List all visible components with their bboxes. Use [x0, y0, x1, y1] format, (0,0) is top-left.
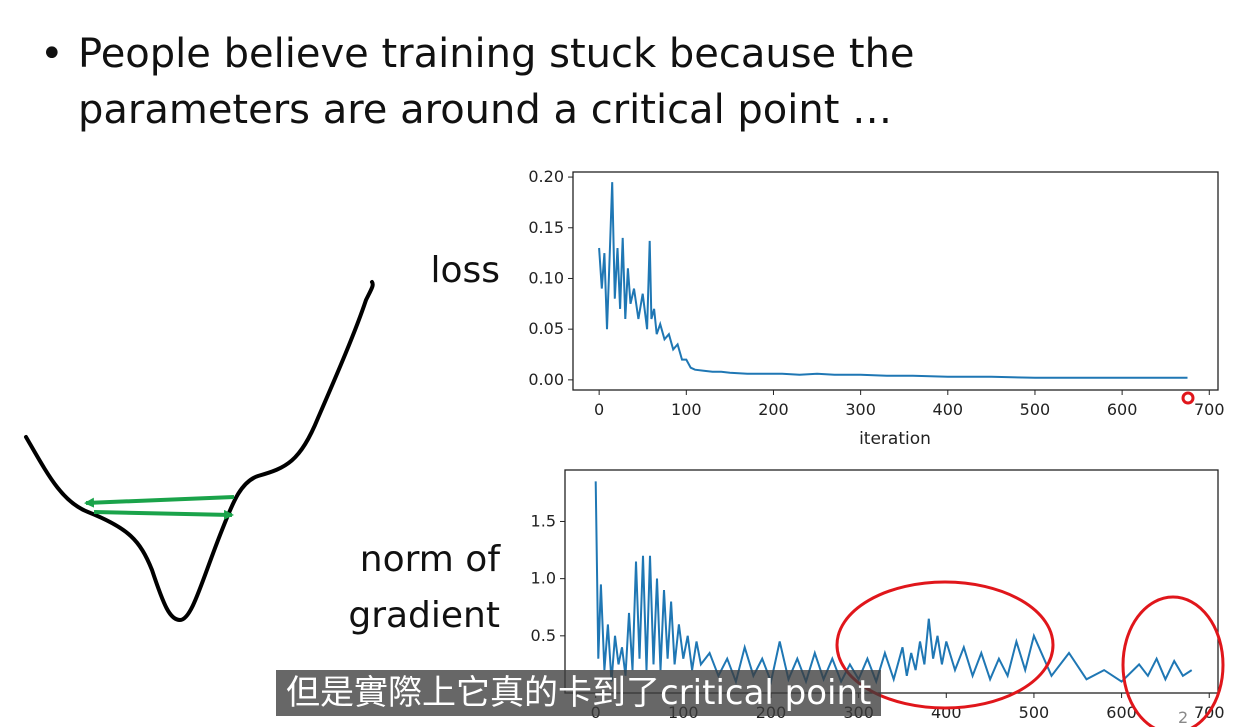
- x-tick-label: 500: [1019, 703, 1050, 722]
- error-surface-sketch: [24, 280, 375, 623]
- bullet-line-1: People believe training stuck because th…: [78, 31, 915, 77]
- x-tick-label: 400: [931, 703, 962, 722]
- gradient-plot-frame: [564, 469, 1219, 694]
- loss-chart: 0.00 0.05 0.10 0.15 0.20 0 100 200 300 400 500 600…: [528, 167, 1224, 449]
- bullet-text: People believe training stuck because th…: [78, 26, 915, 138]
- y-tick-label: 0.05: [528, 319, 564, 338]
- loss-label: loss: [430, 250, 500, 291]
- y-tick-label: 0.00: [528, 370, 564, 389]
- x-tick-label: 500: [1020, 400, 1051, 419]
- loss-plot-frame: [572, 171, 1219, 391]
- x-tick-label: 200: [758, 400, 789, 419]
- video-subtitle: 但是實際上它真的卡到了critical point: [276, 670, 882, 716]
- loss-x-axis-label: iteration: [859, 429, 931, 449]
- gradient-norm-label: norm of gradient: [330, 532, 500, 644]
- left-arrow: [84, 495, 235, 508]
- y-tick-label: 0.15: [528, 218, 564, 237]
- highlight-circle-1: [835, 580, 1055, 710]
- loss-y-ticks: 0.00 0.05 0.10 0.15 0.20: [528, 167, 573, 389]
- bullet-line-2: parameters are around a critical point …: [78, 87, 893, 133]
- y-tick-label: 1.0: [531, 569, 556, 588]
- x-tick-label: 600: [1106, 703, 1137, 722]
- y-tick-label: 0.10: [528, 268, 564, 287]
- x-tick-label: 600: [1107, 400, 1138, 419]
- x-tick-label: 300: [845, 400, 876, 419]
- bullet-dot: •: [40, 31, 64, 77]
- gradient-series-line: [594, 481, 1193, 686]
- x-tick-label: 100: [671, 400, 702, 419]
- x-tick-label: 0: [594, 400, 604, 419]
- y-tick-label: 0.5: [531, 626, 556, 645]
- x-tick-label: 400: [933, 400, 964, 419]
- page-number: 2: [1178, 708, 1189, 727]
- gradient-label-line-2: gradient: [348, 595, 500, 636]
- loss-curve-sketch: [24, 280, 375, 623]
- loss-series-line: [598, 182, 1188, 379]
- gradient-label-line-1: norm of: [359, 539, 500, 580]
- right-arrow: [93, 509, 234, 520]
- y-tick-label: 0.20: [528, 167, 564, 186]
- gradient-y-ticks: 0.5 1.0 1.5: [531, 511, 565, 645]
- cursor-marker: [1181, 391, 1195, 405]
- x-tick-label: 700: [1194, 400, 1225, 419]
- highlight-circle-2: [1121, 595, 1225, 727]
- loss-x-ticks: 0 100 200 300 400 500 600 700: [594, 390, 1225, 419]
- y-tick-label: 1.5: [531, 511, 556, 530]
